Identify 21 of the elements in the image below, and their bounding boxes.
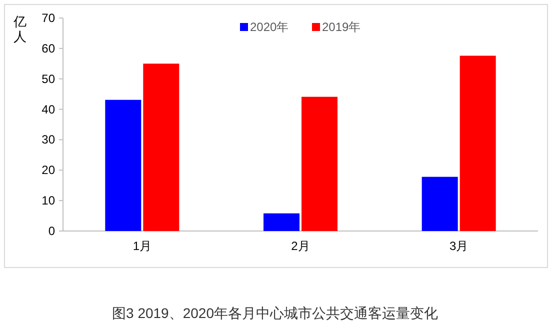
x-tick-label: 1月	[132, 239, 152, 253]
y-axis-title: 亿人	[12, 14, 26, 44]
y-tick-label: 30	[42, 132, 56, 147]
y-tick-label: 40	[42, 102, 56, 116]
y-tick-label: 10	[42, 194, 56, 208]
bar	[302, 96, 338, 231]
x-tick-label: 2月	[291, 239, 310, 253]
x-tick-label: 3月	[449, 239, 468, 253]
bar	[105, 100, 142, 231]
bar	[422, 176, 458, 231]
bar	[143, 64, 180, 231]
bar	[460, 56, 496, 231]
y-tick-label: 20	[42, 163, 56, 178]
y-tick-label: 70	[42, 11, 56, 25]
y-tick-label: 0	[48, 224, 56, 238]
bar	[264, 213, 300, 231]
legend-label: 2019年	[322, 20, 361, 34]
y-tick-label: 60	[42, 41, 56, 56]
text: 图3 2019、2020年各月中心城市公共交通客运量变化	[112, 305, 438, 321]
legend-label: 2020年	[250, 20, 289, 34]
y-tick-label: 50	[42, 72, 56, 86]
